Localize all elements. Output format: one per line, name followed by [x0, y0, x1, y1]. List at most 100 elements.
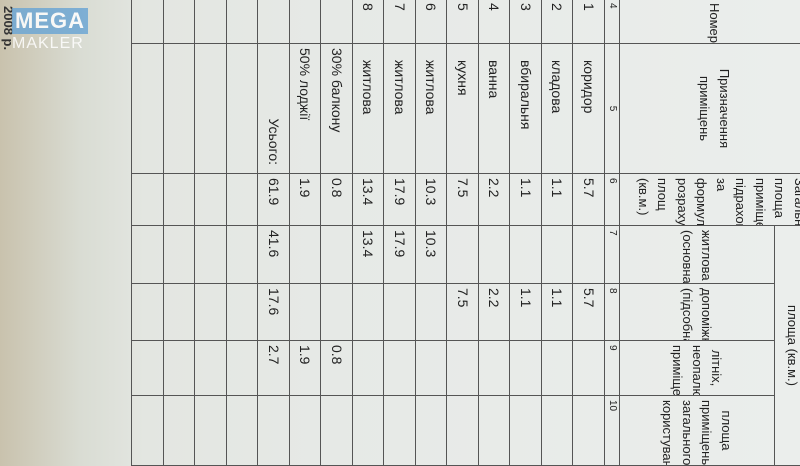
- column-number: 10: [605, 396, 620, 466]
- cell-living: [132, 226, 164, 284]
- cell-purpose: 50% лоджії: [290, 44, 322, 174]
- cell-aux: [164, 284, 196, 341]
- cell-aux: 5.7: [573, 284, 605, 341]
- cell-aux: [290, 284, 322, 341]
- cell-aux: [416, 284, 448, 341]
- cell-common: [416, 396, 448, 466]
- cell-purpose: житлова: [416, 44, 448, 174]
- cell-num: 5: [447, 0, 479, 44]
- cell-summer: [479, 341, 511, 396]
- cell-living: [164, 226, 196, 284]
- cell-aux: [384, 284, 416, 341]
- cell-aux: [227, 284, 259, 341]
- cell-common: [510, 396, 542, 466]
- header-summer: літніх, неопалювальних приміщень: [620, 341, 775, 396]
- cell-num: [258, 0, 290, 44]
- cell-purpose: вбиральня: [510, 44, 542, 174]
- cell-aux: 17.6: [258, 284, 290, 341]
- cell-total: 7.5: [447, 174, 479, 226]
- cell-purpose: коридор: [573, 44, 605, 174]
- cell-total: 2.2: [479, 174, 511, 226]
- cell-summer: 1.9: [290, 341, 322, 396]
- cell-num: 8: [353, 0, 385, 44]
- cell-purpose: кладова: [542, 44, 574, 174]
- cell-living: [542, 226, 574, 284]
- cell-common: [479, 396, 511, 466]
- header-total-area: Загальна площа приміщень підрахована за …: [620, 174, 800, 226]
- cell-summer: [353, 341, 385, 396]
- cell-living: 41.6: [258, 226, 290, 284]
- cell-purpose: [164, 44, 196, 174]
- cell-total: [132, 174, 164, 226]
- cell-common: [447, 396, 479, 466]
- header-auxiliary: допоміжна (підсобна): [620, 284, 775, 341]
- cell-living: [290, 226, 322, 284]
- cell-total: 17.9: [384, 174, 416, 226]
- column-number: 4: [605, 0, 620, 44]
- cell-summer: [447, 341, 479, 396]
- cell-living: [321, 226, 353, 284]
- cell-living: [510, 226, 542, 284]
- cell-purpose: житлова: [353, 44, 385, 174]
- cell-summer: 0.8: [321, 341, 353, 396]
- cell-summer: [573, 341, 605, 396]
- cell-summer: [227, 341, 259, 396]
- cell-aux: 2.2: [479, 284, 511, 341]
- cell-num: [321, 0, 353, 44]
- cell-living: 13.4: [353, 226, 385, 284]
- empty-row: [195, 0, 227, 466]
- cell-num: [290, 0, 322, 44]
- cell-living: [447, 226, 479, 284]
- cell-summer: [164, 341, 196, 396]
- cell-num: 2: [542, 0, 574, 44]
- empty-row: [164, 0, 196, 466]
- cell-purpose: ванна: [479, 44, 511, 174]
- cell-common: [290, 396, 322, 466]
- cell-aux: 1.1: [510, 284, 542, 341]
- header-purpose: Призначення приміщень: [620, 44, 800, 174]
- cell-aux: 1.1: [542, 284, 574, 341]
- cell-purpose: кухня: [447, 44, 479, 174]
- cell-common: [195, 396, 227, 466]
- header-living: житлова (основна): [620, 226, 775, 284]
- rooms-area-table-sheet: Номери приміщень Призначення приміщень З…: [132, 0, 800, 465]
- cell-total: [195, 174, 227, 226]
- cell-num: 4: [479, 0, 511, 44]
- cell-num: 7: [384, 0, 416, 44]
- cell-total: 0.8: [321, 174, 353, 226]
- cell-common: [227, 396, 259, 466]
- cell-summer: [542, 341, 574, 396]
- cell-summer: 2.7: [258, 341, 290, 396]
- cell-num: 1: [573, 0, 605, 44]
- cell-living: [479, 226, 511, 284]
- cell-num: [164, 0, 196, 44]
- cell-summer: [195, 341, 227, 396]
- cell-common: [132, 396, 164, 466]
- watermark-logo: MEGA MAKLER: [12, 8, 88, 52]
- cell-common: [258, 396, 290, 466]
- cell-total: 5.7: [573, 174, 605, 226]
- column-number: 5: [605, 44, 620, 174]
- column-number: 7: [605, 226, 620, 284]
- cell-total: 1.1: [510, 174, 542, 226]
- cell-living: [195, 226, 227, 284]
- cell-total: 13.4: [353, 174, 385, 226]
- empty-row: [132, 0, 164, 466]
- cell-total: 10.3: [416, 174, 448, 226]
- cell-common: [573, 396, 605, 466]
- cell-aux: [353, 284, 385, 341]
- cell-total: 61.9: [258, 174, 290, 226]
- cell-summer: [416, 341, 448, 396]
- cell-common: [353, 396, 385, 466]
- cell-living: 17.9: [384, 226, 416, 284]
- column-number: 8: [605, 284, 620, 341]
